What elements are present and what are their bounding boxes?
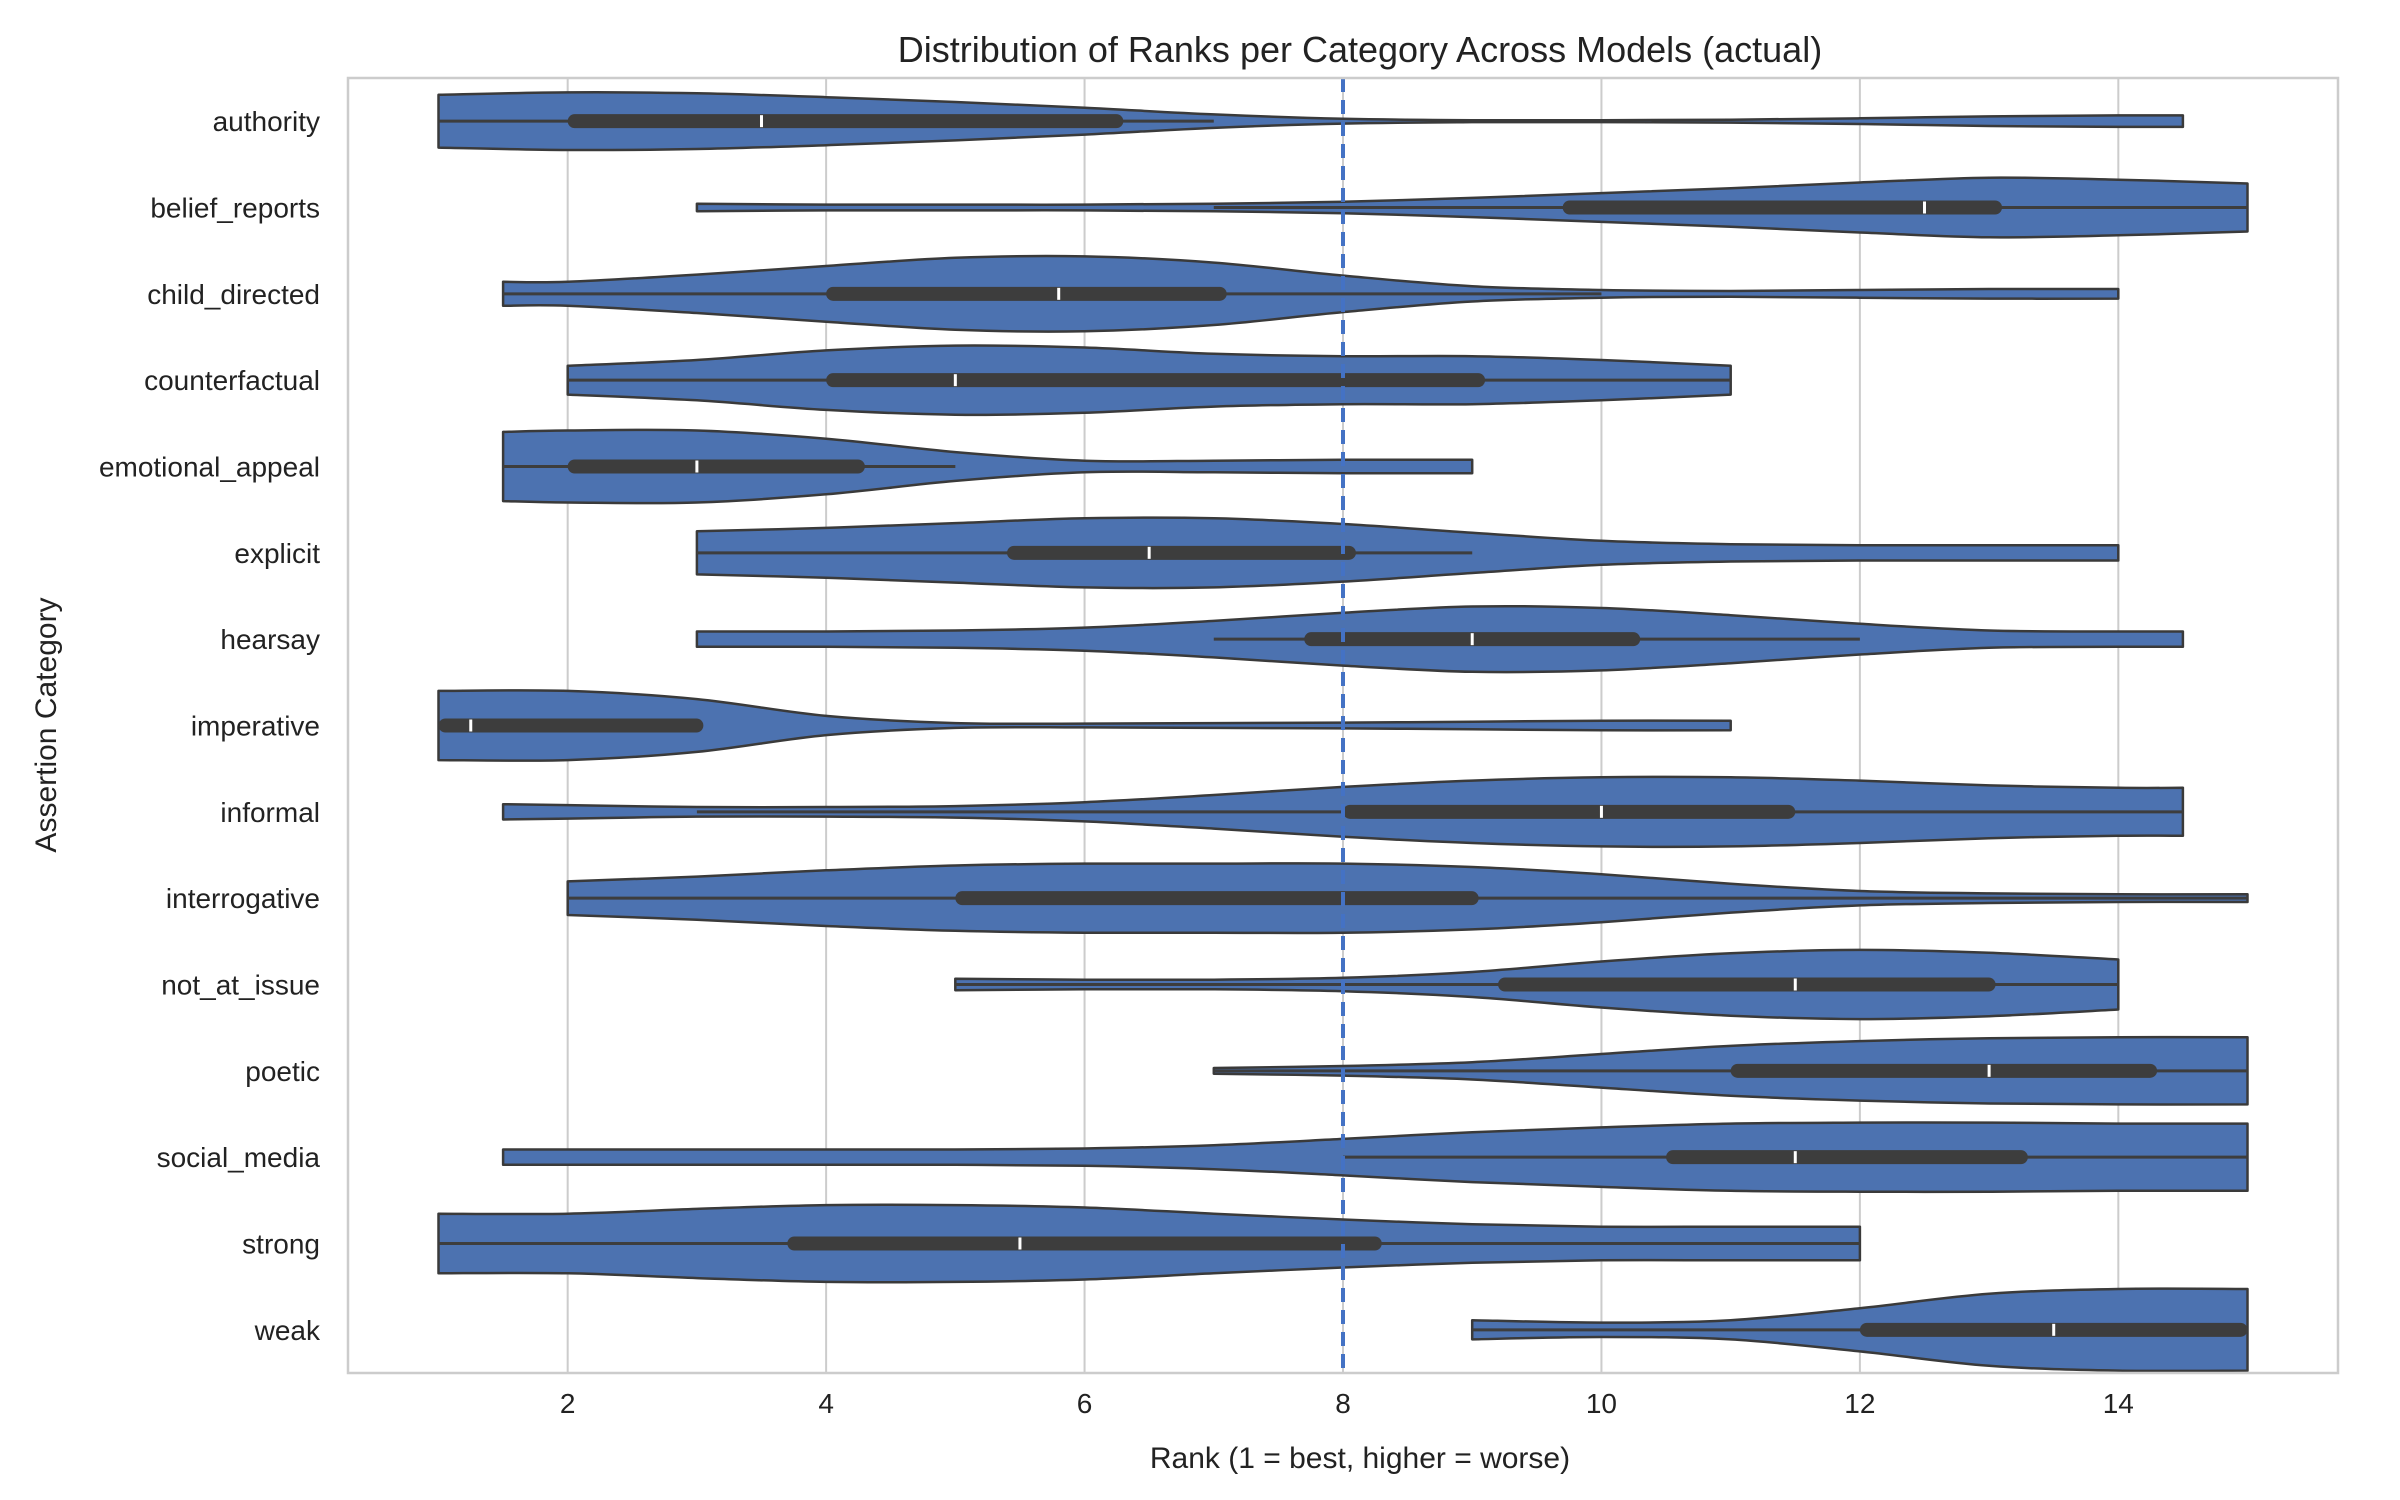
violin-weak [1470,1287,2249,1373]
iqr-box [826,373,1486,388]
x-tick-label: 14 [2103,1388,2134,1419]
violin-counterfactual [566,344,1732,417]
iqr-box [1562,200,2003,215]
y-tick-label: counterfactual [144,365,320,396]
y-tick-label: not_at_issue [161,970,320,1001]
violin-not-at-issue [954,948,2120,1021]
iqr-box [826,286,1227,301]
iqr-box [438,718,704,733]
x-axis-label: Rank (1 = best, higher = worse) [1150,1442,1570,1475]
y-tick-label: belief_reports [150,193,320,224]
violin-hearsay [695,604,2185,674]
violin-interrogative [566,862,2249,935]
iqr-box [1498,977,1996,992]
violin-social-media [501,1121,2249,1194]
iqr-box [955,891,1479,906]
y-tick-label: emotional_appeal [99,452,320,483]
violin-body [437,91,2185,152]
x-tick-label: 2 [560,1388,576,1419]
x-tick-label: 10 [1586,1388,1617,1419]
iqr-box [1007,545,1356,560]
x-tick-label: 6 [1077,1388,1093,1419]
iqr-box [1666,1150,2028,1165]
x-tick-label: 12 [1844,1388,1875,1419]
iqr-box [567,114,1124,129]
iqr-box [1343,804,1796,819]
violin-explicit [695,516,2120,590]
violin-imperative [437,689,1732,762]
iqr-box [567,459,865,474]
y-tick-label: explicit [234,538,320,569]
chart-title: Distribution of Ranks per Category Acros… [898,29,1822,70]
x-tick-label: 4 [818,1388,834,1419]
y-tick-label: social_media [157,1142,321,1173]
violin-child-directed [501,254,2120,333]
violin-poetic [1212,1035,2249,1106]
y-tick-label: weak [254,1315,321,1346]
iqr-box [787,1236,1382,1251]
y-tick-label: authority [213,106,320,137]
y-tick-label: child_directed [147,279,320,310]
violin-emotional-appeal [501,428,1474,505]
y-tick-label: hearsay [220,624,320,655]
y-tick-label: imperative [191,711,320,742]
y-tick-label: interrogative [166,883,320,914]
y-axis-label: Assertion Category [30,597,63,852]
violin-body [501,428,1474,505]
violin-strong [437,1203,1862,1284]
x-tick-label: 8 [1335,1388,1351,1419]
y-tick-label: strong [242,1229,320,1260]
plot-frame [346,76,2340,1375]
iqr-box [1730,1063,2158,1078]
y-tick-label: informal [220,797,320,828]
violin-body [437,689,1732,762]
violin-belief-reports [695,176,2249,239]
violin-authority [437,91,2185,152]
y-tick-label: poetic [245,1056,320,1087]
